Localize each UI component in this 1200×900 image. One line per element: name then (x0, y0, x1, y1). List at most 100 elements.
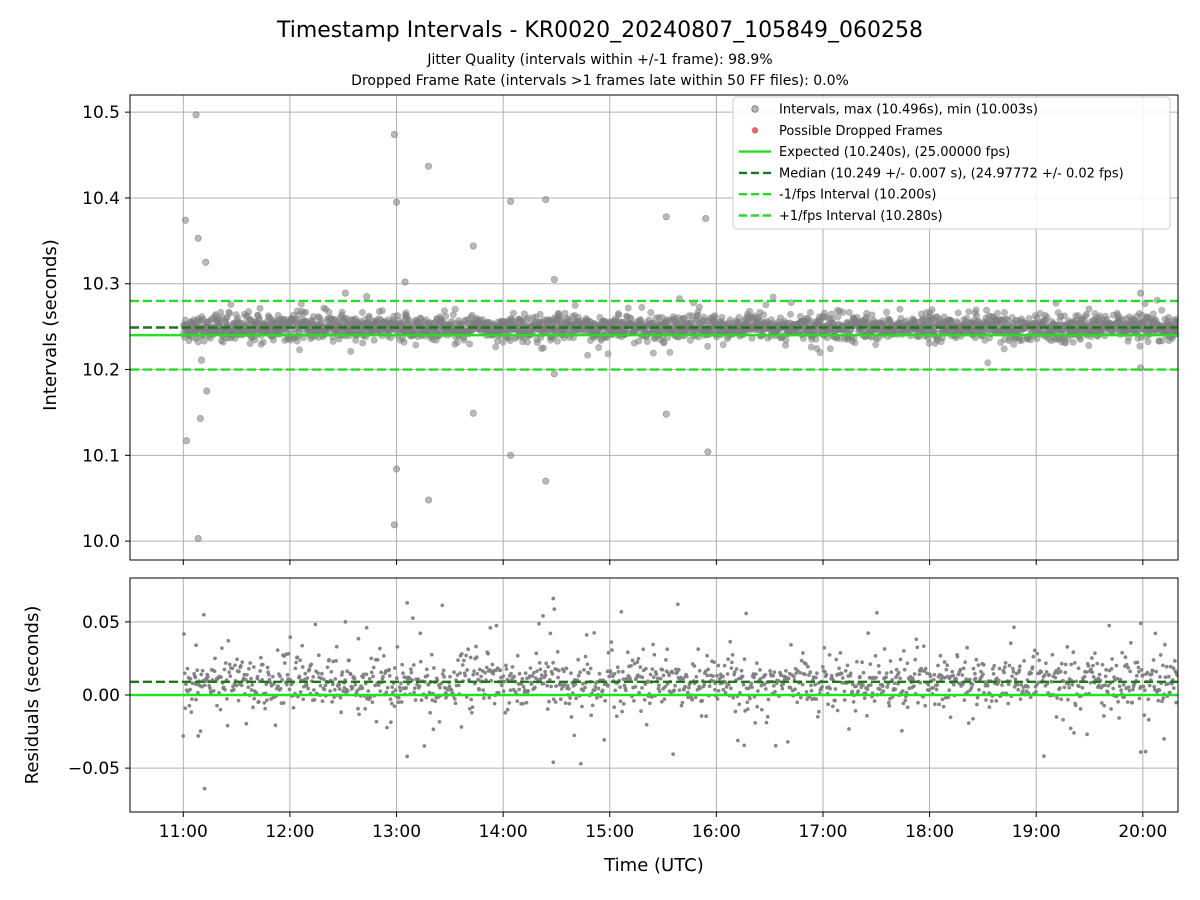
residual-point (658, 676, 663, 681)
residual-point (385, 685, 390, 690)
residual-point (521, 685, 526, 689)
residual-point (1034, 689, 1038, 694)
residual-point (185, 666, 190, 671)
residual-point (298, 658, 303, 663)
residual-point (286, 651, 291, 656)
residual-point (1126, 685, 1131, 690)
residual-point (1112, 675, 1117, 680)
residual-point (544, 661, 549, 666)
residual-point (948, 715, 953, 720)
residual-point (505, 707, 510, 712)
residual-point (742, 743, 747, 748)
residual-point (1143, 688, 1147, 693)
residual-point (1126, 665, 1131, 670)
residual-point (273, 723, 278, 728)
residual-point (607, 674, 612, 679)
residual-point (285, 672, 290, 677)
residual-point (1156, 698, 1161, 703)
interval-point (259, 338, 267, 346)
residual-point (603, 698, 608, 703)
residual-point (413, 698, 418, 703)
residual-point (753, 721, 758, 725)
interval-point (839, 308, 847, 316)
residual-point (440, 603, 445, 608)
residual-point (996, 678, 1001, 683)
residual-point (593, 684, 598, 689)
interval-point (1158, 306, 1166, 314)
residual-point (877, 670, 882, 675)
residual-point (471, 672, 476, 677)
residual-point (305, 676, 310, 680)
residual-point (219, 646, 224, 651)
residual-point (1018, 664, 1022, 669)
residual-point (318, 683, 323, 688)
residual-point (716, 688, 721, 693)
residual-point (311, 674, 316, 679)
residual-point (195, 668, 200, 673)
residual-outlier-point (551, 760, 556, 765)
residual-point (886, 700, 891, 705)
residual-point (1002, 665, 1007, 670)
residual-point (510, 665, 515, 669)
residual-point (395, 645, 400, 649)
residual-point (270, 674, 275, 679)
residual-point (975, 702, 979, 707)
residual-point (363, 706, 368, 711)
residual-point (921, 644, 926, 649)
interval-point (365, 314, 373, 322)
residual-point (621, 702, 626, 706)
residual-point (1062, 685, 1067, 690)
residual-point (756, 689, 760, 693)
residual-point (222, 667, 227, 672)
residual-point (685, 690, 690, 695)
residual-point (827, 653, 832, 657)
residual-point (731, 695, 736, 700)
residual-point (181, 734, 186, 738)
residual-point (1029, 671, 1034, 676)
residual-point (557, 668, 561, 673)
interval-point (1136, 342, 1144, 350)
residual-point (842, 689, 847, 694)
residual-point (766, 697, 771, 702)
residual-point (1127, 688, 1132, 693)
interval-point (370, 336, 378, 344)
residual-point (749, 681, 754, 686)
residual-point (835, 708, 840, 713)
residual-point (517, 671, 522, 676)
residual-point (854, 684, 859, 689)
residual-point (321, 677, 326, 682)
residual-point (1090, 670, 1095, 675)
residual-point (225, 723, 230, 728)
x-tick-label: 17:00 (798, 822, 847, 842)
interval-point (296, 346, 304, 354)
residual-point (1171, 686, 1176, 691)
y-tick-label: 0.05 (82, 613, 120, 633)
interval-point (536, 310, 544, 318)
interval-point (492, 343, 500, 351)
residual-point (1044, 661, 1048, 666)
residual-point (345, 669, 350, 674)
residual-point (676, 667, 681, 672)
residual-point (258, 669, 263, 673)
residual-point (498, 668, 503, 673)
residual-point (1119, 688, 1124, 693)
residual-point (1058, 686, 1062, 691)
residual-point (692, 664, 697, 668)
residual-point (651, 642, 656, 647)
residual-point (1061, 717, 1066, 722)
residual-point (284, 682, 289, 687)
residual-point (814, 675, 818, 680)
residual-point (888, 659, 893, 663)
residual-point (1125, 700, 1130, 704)
residual-point (330, 682, 335, 687)
residual-point (1123, 655, 1128, 660)
residual-point (361, 675, 366, 680)
interval-point (1010, 340, 1018, 348)
interval-point (293, 337, 301, 345)
residual-point (369, 670, 374, 675)
residual-point (945, 663, 950, 668)
residual-point (475, 671, 480, 676)
residual-point (648, 672, 653, 677)
residual-point (702, 682, 707, 687)
residual-point (1039, 670, 1044, 674)
